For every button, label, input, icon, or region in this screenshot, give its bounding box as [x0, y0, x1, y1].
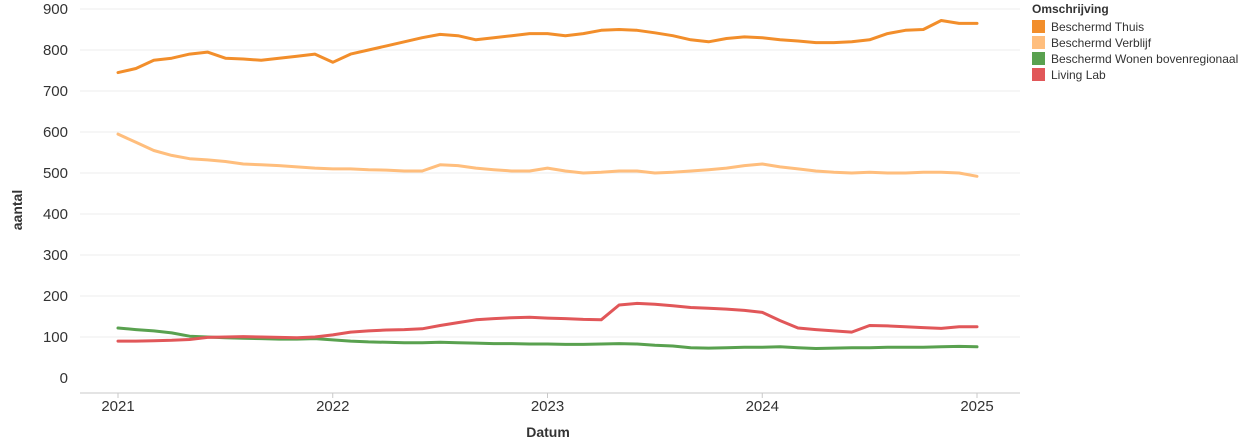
x-tick-label: 2023 [531, 398, 564, 415]
y-tick-label: 900 [43, 1, 68, 18]
legend-item-living-lab[interactable]: Living Lab [1032, 67, 1248, 82]
legend-swatch [1032, 36, 1045, 49]
y-tick-label: 700 [43, 83, 68, 100]
x-tick-label: 2022 [316, 398, 349, 415]
series-line-living-lab[interactable] [116, 301, 979, 343]
legend-swatch [1032, 68, 1045, 81]
y-tick-label: 100 [43, 329, 68, 346]
legend-item-beschermd-thuis[interactable]: Beschermd Thuis [1032, 19, 1248, 34]
y-tick-label: 800 [43, 42, 68, 59]
x-tick-label: 2024 [746, 398, 779, 415]
legend-label: Living Lab [1051, 67, 1106, 82]
y-tick-label: 600 [43, 124, 68, 141]
legend-label: Beschermd Thuis [1051, 19, 1145, 34]
series-lines [116, 19, 979, 350]
legend-label: Beschermd Wonen bovenregionaal [1051, 51, 1239, 66]
axes: 0 100 200 300 400 500 600 700 800 900 2021 2022 2023… [43, 1, 1020, 415]
y-tick-label: 400 [43, 206, 68, 223]
y-tick-label: 500 [43, 165, 68, 182]
legend-title: Omschrijving [1032, 2, 1109, 16]
legend-item-beschermd-verblijf[interactable]: Beschermd Verblijf [1032, 35, 1248, 50]
y-tick-label: 200 [43, 288, 68, 305]
y-axis-title: aantal [9, 190, 25, 230]
legend-swatch [1032, 20, 1045, 33]
x-tick-label: 2021 [101, 398, 134, 415]
gridlines [80, 8, 1020, 338]
legend-label: Beschermd Verblijf [1051, 35, 1152, 50]
y-tick-label: 0 [60, 370, 68, 387]
x-tick-label: 2025 [960, 398, 993, 415]
series-line-beschermd-wonen-bovenregionaal[interactable] [116, 326, 979, 350]
y-tick-label: 300 [43, 247, 68, 264]
legend-item-beschermd-wonen-bovenregionaal[interactable]: Beschermd Wonen bovenregionaal [1032, 51, 1248, 66]
series-line-beschermd-verblijf[interactable] [116, 132, 979, 178]
x-axis-title: Datum [526, 424, 570, 440]
legend-swatch [1032, 52, 1045, 65]
series-line-beschermd-thuis[interactable] [116, 19, 979, 75]
legend: Omschrijving Beschermd Thuis Beschermd V… [1032, 2, 1248, 83]
